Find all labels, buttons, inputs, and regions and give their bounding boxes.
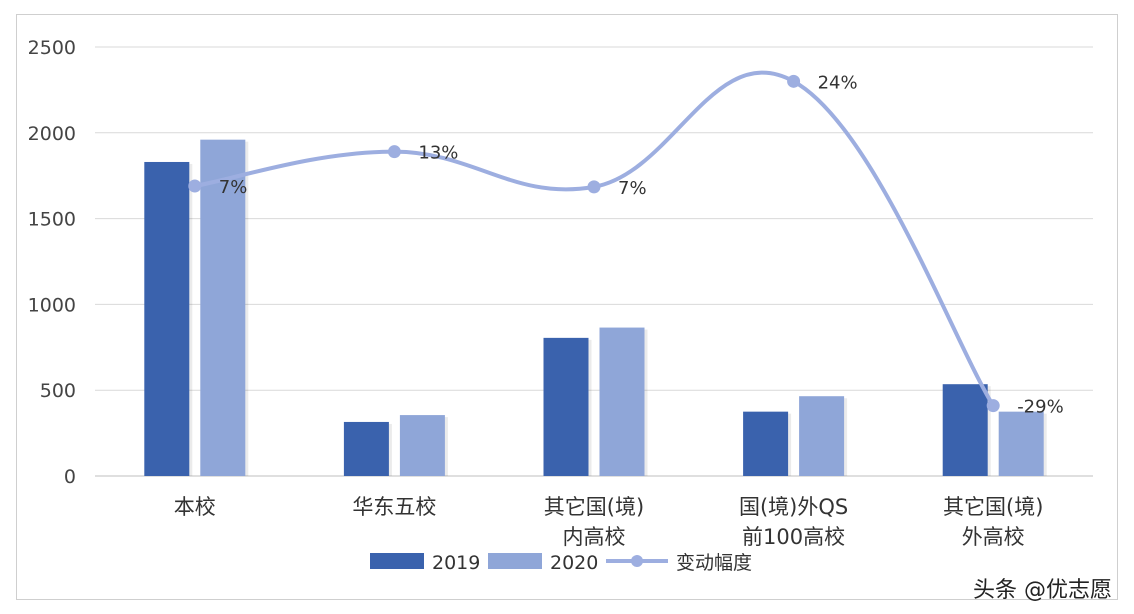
line-point (587, 180, 601, 194)
legend-label: 2019 (432, 552, 480, 574)
bar-2019 (144, 161, 190, 477)
y-tick-label: 2500 (28, 37, 76, 59)
bar-2019 (543, 337, 589, 476)
x-tick-label: 本校 (174, 495, 216, 519)
x-tick-label: 国(境)外QS (739, 495, 848, 519)
bar-2019 (743, 411, 789, 476)
line-point (986, 399, 1000, 413)
line-point (387, 145, 401, 159)
y-tick-label: 1500 (28, 209, 76, 231)
bar-2019 (942, 384, 988, 476)
bar-2020 (998, 411, 1044, 476)
legend-swatch (370, 553, 424, 569)
data-label: 24% (818, 72, 858, 93)
x-tick-label: 外高校 (962, 525, 1025, 549)
y-tick-label: 1000 (28, 294, 76, 316)
legend-marker (631, 555, 643, 567)
y-tick-label: 2000 (28, 123, 76, 145)
data-label: -29% (1017, 397, 1064, 418)
legend-swatch (488, 553, 542, 569)
line-point (188, 179, 202, 193)
legend-label: 变动幅度 (676, 552, 752, 574)
x-tick-label: 华东五校 (352, 495, 436, 519)
bar-2020 (599, 327, 645, 476)
bar-2019 (343, 421, 389, 476)
x-tick-label: 其它国(境) (544, 495, 644, 519)
chart-frame (16, 14, 1118, 600)
y-tick-label: 500 (40, 380, 76, 402)
data-label: 7% (618, 178, 647, 199)
bar-2020 (799, 396, 845, 476)
line-变动幅度 (192, 70, 996, 408)
y-tick-label: 0 (64, 466, 76, 488)
bar-2020 (200, 139, 246, 476)
legend-label: 2020 (550, 552, 598, 574)
x-tick-label: 内高校 (563, 525, 626, 549)
source-caption: 头条 @优志愿 (973, 578, 1112, 603)
data-label: 13% (418, 143, 458, 164)
data-label: 7% (219, 177, 248, 198)
x-tick-label: 其它国(境) (943, 495, 1043, 519)
x-tick-label: 前100高校 (742, 525, 845, 549)
bar-2020 (399, 415, 445, 476)
line-point (787, 74, 801, 88)
